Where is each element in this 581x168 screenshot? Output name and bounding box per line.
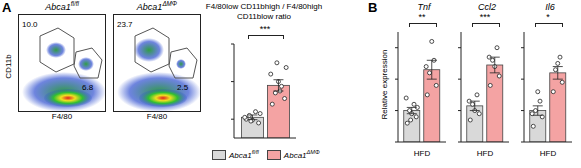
html-text:A: A xyxy=(2,0,12,15)
html-text:Ccl2: Ccl2 xyxy=(478,2,496,12)
html-text:F4/80: F4/80 xyxy=(51,112,73,121)
svg-text:6.8: 6.8 xyxy=(82,83,94,92)
html-text:Il6: Il6 xyxy=(545,2,555,12)
html-text:CD11b: CD11b xyxy=(3,54,13,79)
html-text:F4/80low CD11bhigh / F4/80high: F4/80low CD11bhigh / F4/80high CD11blow … xyxy=(205,2,323,21)
html-text:Abca1ΔMΦ: Abca1ΔMΦ xyxy=(283,148,320,160)
html-text:Abca1ΔMΦ: Abca1ΔMΦ xyxy=(136,0,178,12)
svg-text:HFD: HFD xyxy=(477,149,494,156)
svg-text:10.0: 10.0 xyxy=(22,20,38,29)
html-text:Tnf: Tnf xyxy=(417,2,431,12)
html-text:F4/80: F4/80 xyxy=(146,112,168,121)
html-text:B: B xyxy=(368,0,378,15)
svg-text:2.5: 2.5 xyxy=(177,83,189,92)
svg-text:HFD: HFD xyxy=(540,149,557,156)
svg-text:23.7: 23.7 xyxy=(117,20,133,29)
html-text:Abca1fl/fl: Abca1fl/fl xyxy=(45,0,79,12)
html-text:Abca1fl/fl: Abca1fl/fl xyxy=(229,148,259,160)
html-text:Relative expression: Relative expression xyxy=(379,49,389,120)
svg-text:HFD: HFD xyxy=(414,149,431,156)
